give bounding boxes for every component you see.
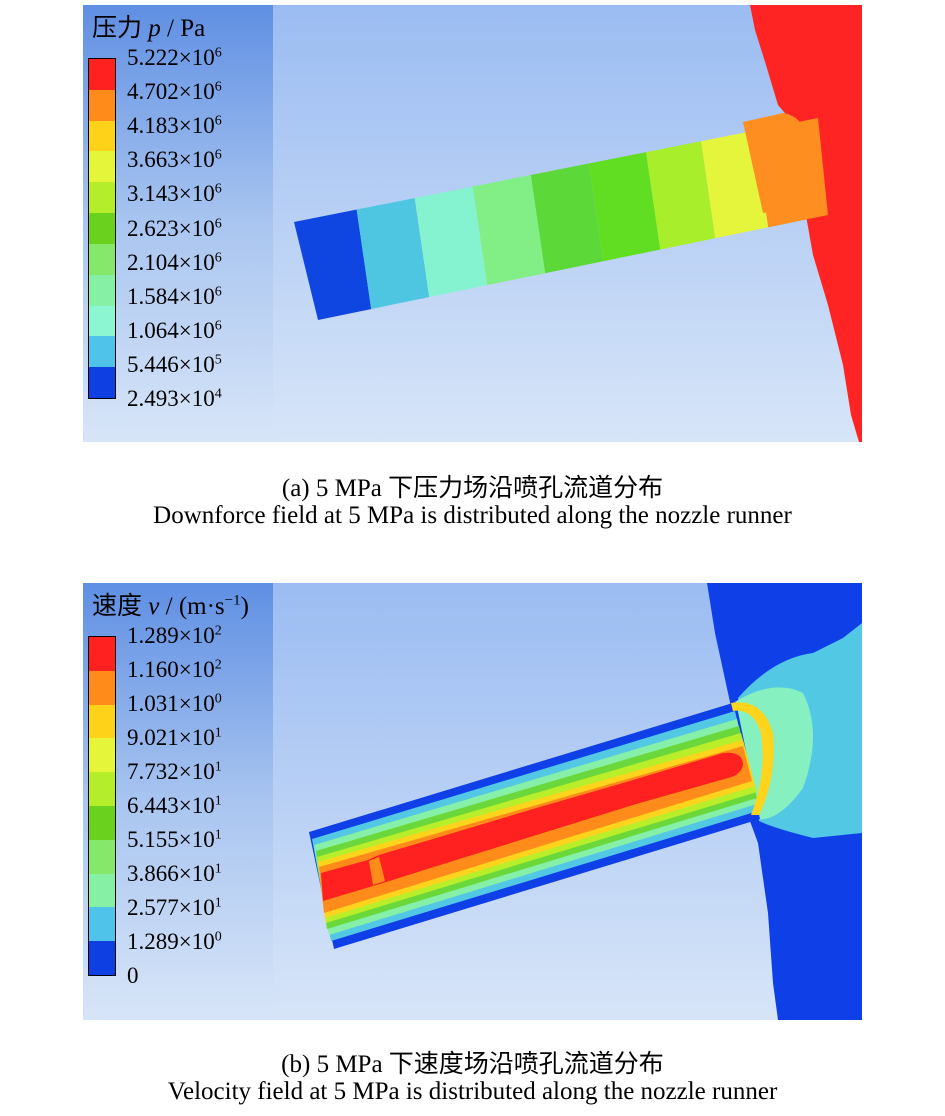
legend-tick-label: 1.160×102 [127, 657, 222, 682]
legend-tick-label: 1.031×100 [127, 691, 222, 716]
color-scale-bar [88, 58, 116, 399]
legend-swatch [89, 213, 115, 244]
legend-tick-label: 0 [127, 963, 139, 988]
legend-tick-label: 9.021×101 [127, 725, 222, 750]
legend-swatch [89, 670, 115, 705]
legend-tick-label: 3.866×101 [127, 861, 222, 886]
velocity-contour-panel: 速度 v / (m·s−1) 1.289×102 1.160×102 1.031×1… [83, 583, 862, 1020]
legend-swatch [89, 805, 115, 840]
legend-tick-label: 4.702×106 [127, 79, 222, 105]
legend-swatch [89, 907, 115, 942]
legend-title: 速度 v / (m·s−1) [92, 592, 249, 620]
pressure-field-plot [83, 5, 862, 442]
legend-tick-label: 5.446×105 [127, 351, 222, 377]
legend-swatch [89, 738, 115, 773]
caption-a-english: Downforce field at 5 MPa is distributed … [153, 502, 792, 529]
legend-tick-label: 3.663×106 [127, 147, 222, 173]
legend-swatch [89, 243, 115, 275]
legend-tick-label: 1.289×102 [127, 623, 222, 648]
color-scale-bar [88, 636, 116, 976]
legend-swatch [89, 59, 115, 90]
legend-tick-label: 2.493×104 [127, 386, 222, 411]
legend-tick-label: 5.222×106 [127, 45, 222, 70]
caption-b-english: Velocity field at 5 MPa is distributed a… [167, 1078, 778, 1105]
legend-swatch [89, 120, 115, 152]
legend-swatch [89, 305, 115, 337]
caption-b-chinese: (b) 5 MPa 下速度场沿喷孔流道分布 [281, 1051, 664, 1078]
caption-a-chinese: (a) 5 MPa 下压力场沿喷孔流道分布 [281, 475, 664, 502]
legend-tick-label: 1.289×100 [127, 929, 222, 954]
legend-swatch [89, 941, 115, 975]
pressure-contour-panel: 压力 p / Pa 5.222×106 4.702×106 4.183×106 3.6… [83, 5, 862, 442]
legend-swatch [89, 182, 115, 214]
legend-tick-label: 1.584×106 [127, 283, 222, 309]
legend-tick-label: 2.577×101 [127, 895, 222, 920]
legend-tick-label: 6.443×101 [127, 793, 222, 818]
legend-tick-label: 4.183×106 [127, 113, 222, 139]
legend-tick-label: 3.143×106 [127, 181, 222, 207]
legend-swatch [89, 89, 115, 121]
legend-swatch [89, 704, 115, 739]
legend-swatch [89, 772, 115, 806]
legend-swatch [89, 637, 115, 671]
legend-tick-label: 5.155×101 [127, 827, 222, 852]
reservoir-region [750, 5, 862, 442]
nozzle-channel [309, 702, 760, 949]
legend-tick-label: 2.104×106 [127, 249, 222, 275]
legend-tick-label: 1.064×106 [127, 317, 222, 343]
legend-title: 压力 p / Pa [92, 15, 206, 42]
legend-swatch [89, 274, 115, 306]
legend-swatch [89, 873, 115, 908]
legend-tick-label: 7.732×101 [127, 759, 222, 784]
legend-swatch [89, 367, 115, 398]
legend-swatch [89, 336, 115, 368]
velocity-field-plot [83, 583, 862, 1020]
legend-swatch [89, 839, 115, 874]
legend-swatch [89, 151, 115, 183]
legend-tick-label: 2.623×106 [127, 215, 222, 241]
